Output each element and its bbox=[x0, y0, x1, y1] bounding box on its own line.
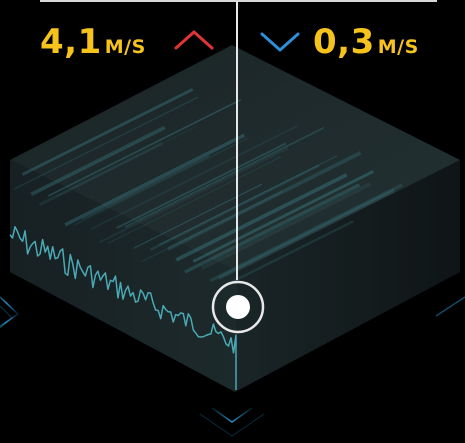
chevron-up-icon bbox=[174, 30, 214, 50]
waveform-streak bbox=[73, 137, 249, 227]
waveform-streak bbox=[21, 88, 194, 176]
speed-down-value: 0,3 bbox=[313, 22, 375, 62]
speed-up-unit: M/S bbox=[104, 36, 146, 58]
waveform-streak bbox=[133, 183, 263, 249]
waveform-streak bbox=[13, 96, 199, 190]
waveform-streak bbox=[166, 151, 362, 251]
speed-up-value: 4,1 bbox=[40, 22, 102, 62]
cube-top-face bbox=[10, 45, 460, 272]
waveform-streak bbox=[184, 183, 361, 274]
waveform-streak bbox=[98, 147, 289, 244]
waveform-streak bbox=[56, 126, 196, 197]
waveform-streak bbox=[200, 182, 372, 270]
waveform-streak bbox=[90, 125, 299, 230]
waveform-streak bbox=[47, 98, 242, 197]
waveform-streak bbox=[175, 173, 348, 262]
waveform-streak bbox=[64, 133, 246, 227]
cube-left-face bbox=[10, 160, 238, 392]
waveform-streak bbox=[226, 220, 354, 286]
waveform-streak bbox=[141, 190, 283, 262]
waveform-streaks bbox=[13, 88, 403, 286]
waveform-streak bbox=[38, 142, 163, 207]
data-cube bbox=[10, 45, 460, 392]
waveform-streak bbox=[107, 156, 281, 244]
position-marker[interactable] bbox=[211, 280, 265, 334]
waveform-streak bbox=[30, 125, 166, 197]
front-waveform bbox=[9, 225, 237, 390]
waveform-streak bbox=[192, 170, 374, 263]
waveform-streak bbox=[218, 188, 396, 280]
cube-right-face bbox=[235, 160, 460, 392]
waveform-streak bbox=[116, 142, 287, 229]
waveform-streak bbox=[124, 126, 325, 228]
speed-down-unit: M/S bbox=[377, 36, 419, 58]
chevron-down-icon bbox=[260, 32, 300, 52]
floor-glow-lines bbox=[0, 296, 465, 437]
speed-up-readout: 4,1 M/S bbox=[40, 22, 146, 62]
waveform-streak bbox=[150, 164, 320, 251]
waveform-streak bbox=[209, 183, 403, 283]
waveform-streak bbox=[158, 155, 338, 246]
waveform-streak bbox=[81, 154, 210, 220]
speed-down-readout: 0,3 M/S bbox=[313, 22, 419, 62]
